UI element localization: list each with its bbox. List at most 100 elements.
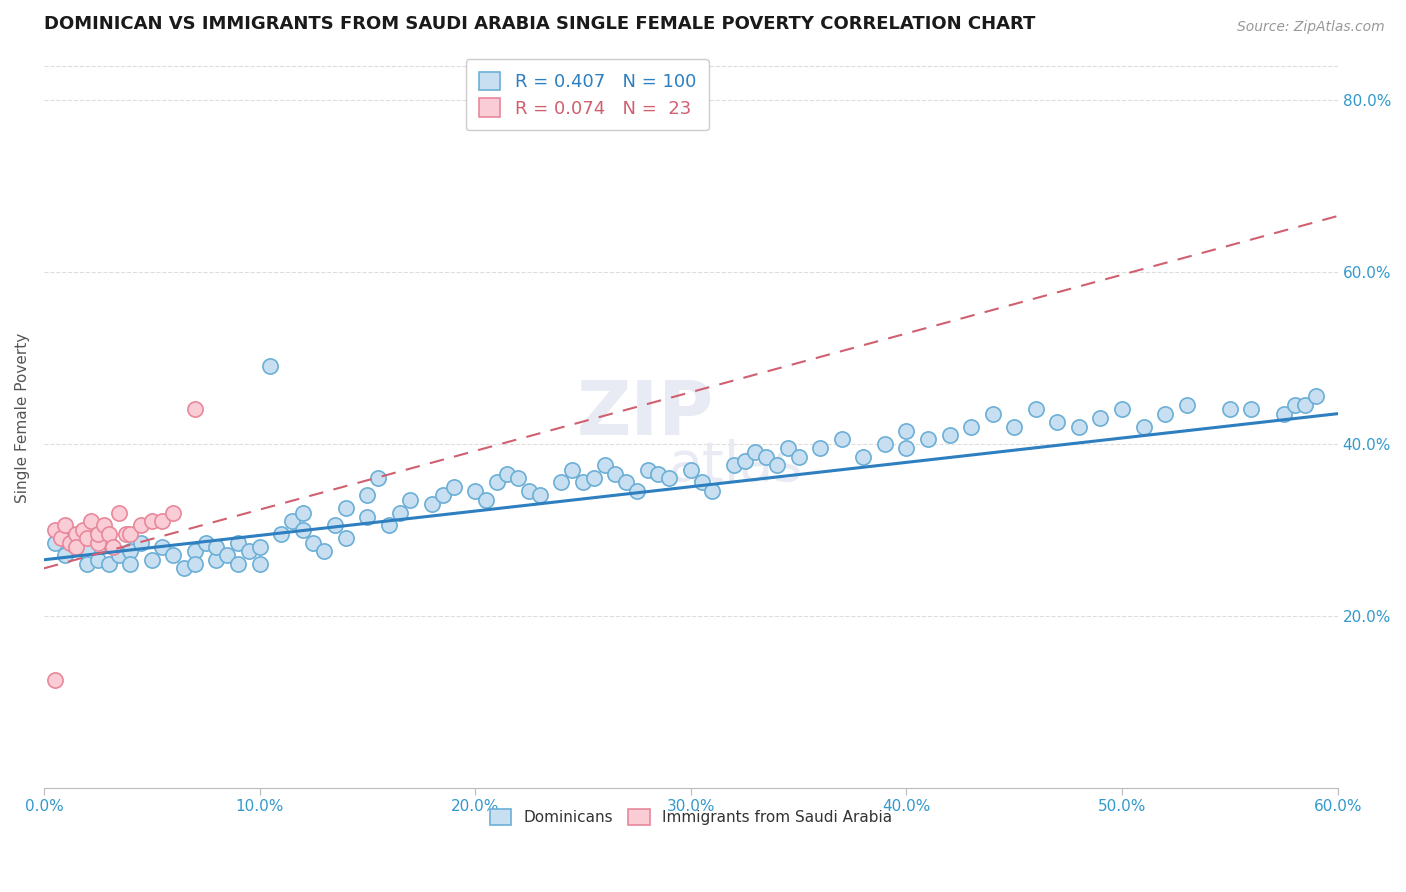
Point	[281, 514, 304, 528]
Point	[787, 450, 810, 464]
Point	[129, 518, 152, 533]
Point	[87, 531, 110, 545]
Text: DOMINICAN VS IMMIGRANTS FROM SAUDI ARABIA SINGLE FEMALE POVERTY CORRELATION CHAR: DOMINICAN VS IMMIGRANTS FROM SAUDI ARABI…	[44, 15, 1035, 33]
Point	[120, 527, 142, 541]
Point	[65, 540, 87, 554]
Point	[378, 518, 401, 533]
Point	[831, 433, 853, 447]
Point	[184, 402, 207, 417]
Point	[399, 492, 422, 507]
Point	[259, 359, 281, 374]
Point	[432, 488, 454, 502]
Point	[508, 471, 530, 485]
Point	[44, 523, 66, 537]
Point	[485, 475, 508, 490]
Text: atlas: atlas	[669, 439, 803, 493]
Point	[238, 544, 260, 558]
Point	[1067, 419, 1090, 434]
Point	[1240, 402, 1263, 417]
Point	[1025, 402, 1047, 417]
Point	[101, 540, 124, 554]
Point	[49, 531, 72, 545]
Point	[1284, 398, 1306, 412]
Point	[141, 553, 163, 567]
Point	[744, 445, 766, 459]
Y-axis label: Single Female Poverty: Single Female Poverty	[15, 333, 30, 503]
Point	[65, 527, 87, 541]
Point	[679, 462, 702, 476]
Point	[97, 535, 120, 549]
Point	[249, 557, 271, 571]
Point	[291, 506, 314, 520]
Point	[194, 535, 217, 549]
Point	[464, 483, 486, 498]
Point	[896, 424, 918, 438]
Point	[249, 540, 271, 554]
Point	[87, 535, 110, 549]
Point	[205, 540, 228, 554]
Point	[291, 523, 314, 537]
Point	[76, 544, 98, 558]
Point	[896, 441, 918, 455]
Point	[605, 467, 627, 481]
Point	[1002, 419, 1025, 434]
Point	[1219, 402, 1241, 417]
Point	[873, 436, 896, 450]
Point	[270, 527, 292, 541]
Point	[120, 544, 142, 558]
Point	[475, 492, 498, 507]
Point	[76, 531, 98, 545]
Point	[152, 514, 174, 528]
Point	[496, 467, 519, 481]
Point	[917, 433, 939, 447]
Point	[55, 549, 77, 563]
Point	[302, 535, 325, 549]
Point	[852, 450, 875, 464]
Point	[723, 458, 745, 473]
Point	[335, 531, 357, 545]
Point	[443, 480, 465, 494]
Point	[690, 475, 713, 490]
Point	[766, 458, 789, 473]
Point	[44, 673, 66, 687]
Point	[1132, 419, 1154, 434]
Point	[550, 475, 572, 490]
Point	[388, 506, 411, 520]
Point	[87, 527, 110, 541]
Point	[637, 462, 659, 476]
Point	[1305, 389, 1327, 403]
Point	[1046, 415, 1069, 429]
Point	[356, 488, 378, 502]
Point	[184, 544, 207, 558]
Point	[226, 535, 249, 549]
Point	[97, 527, 120, 541]
Point	[108, 506, 131, 520]
Point	[226, 557, 249, 571]
Point	[367, 471, 389, 485]
Point	[755, 450, 778, 464]
Point	[97, 557, 120, 571]
Point	[572, 475, 595, 490]
Point	[356, 509, 378, 524]
Point	[129, 535, 152, 549]
Point	[108, 549, 131, 563]
Point	[938, 428, 960, 442]
Point	[323, 518, 346, 533]
Point	[647, 467, 669, 481]
Point	[808, 441, 831, 455]
Point	[120, 557, 142, 571]
Point	[217, 549, 239, 563]
Point	[561, 462, 583, 476]
Point	[702, 483, 724, 498]
Point	[1175, 398, 1198, 412]
Point	[173, 561, 195, 575]
Point	[981, 407, 1004, 421]
Point	[734, 454, 756, 468]
Legend: Dominicans, Immigrants from Saudi Arabia: Dominicans, Immigrants from Saudi Arabia	[484, 804, 898, 831]
Point	[1090, 411, 1112, 425]
Point	[960, 419, 983, 434]
Point	[582, 471, 605, 485]
Point	[141, 514, 163, 528]
Point	[152, 540, 174, 554]
Point	[162, 549, 184, 563]
